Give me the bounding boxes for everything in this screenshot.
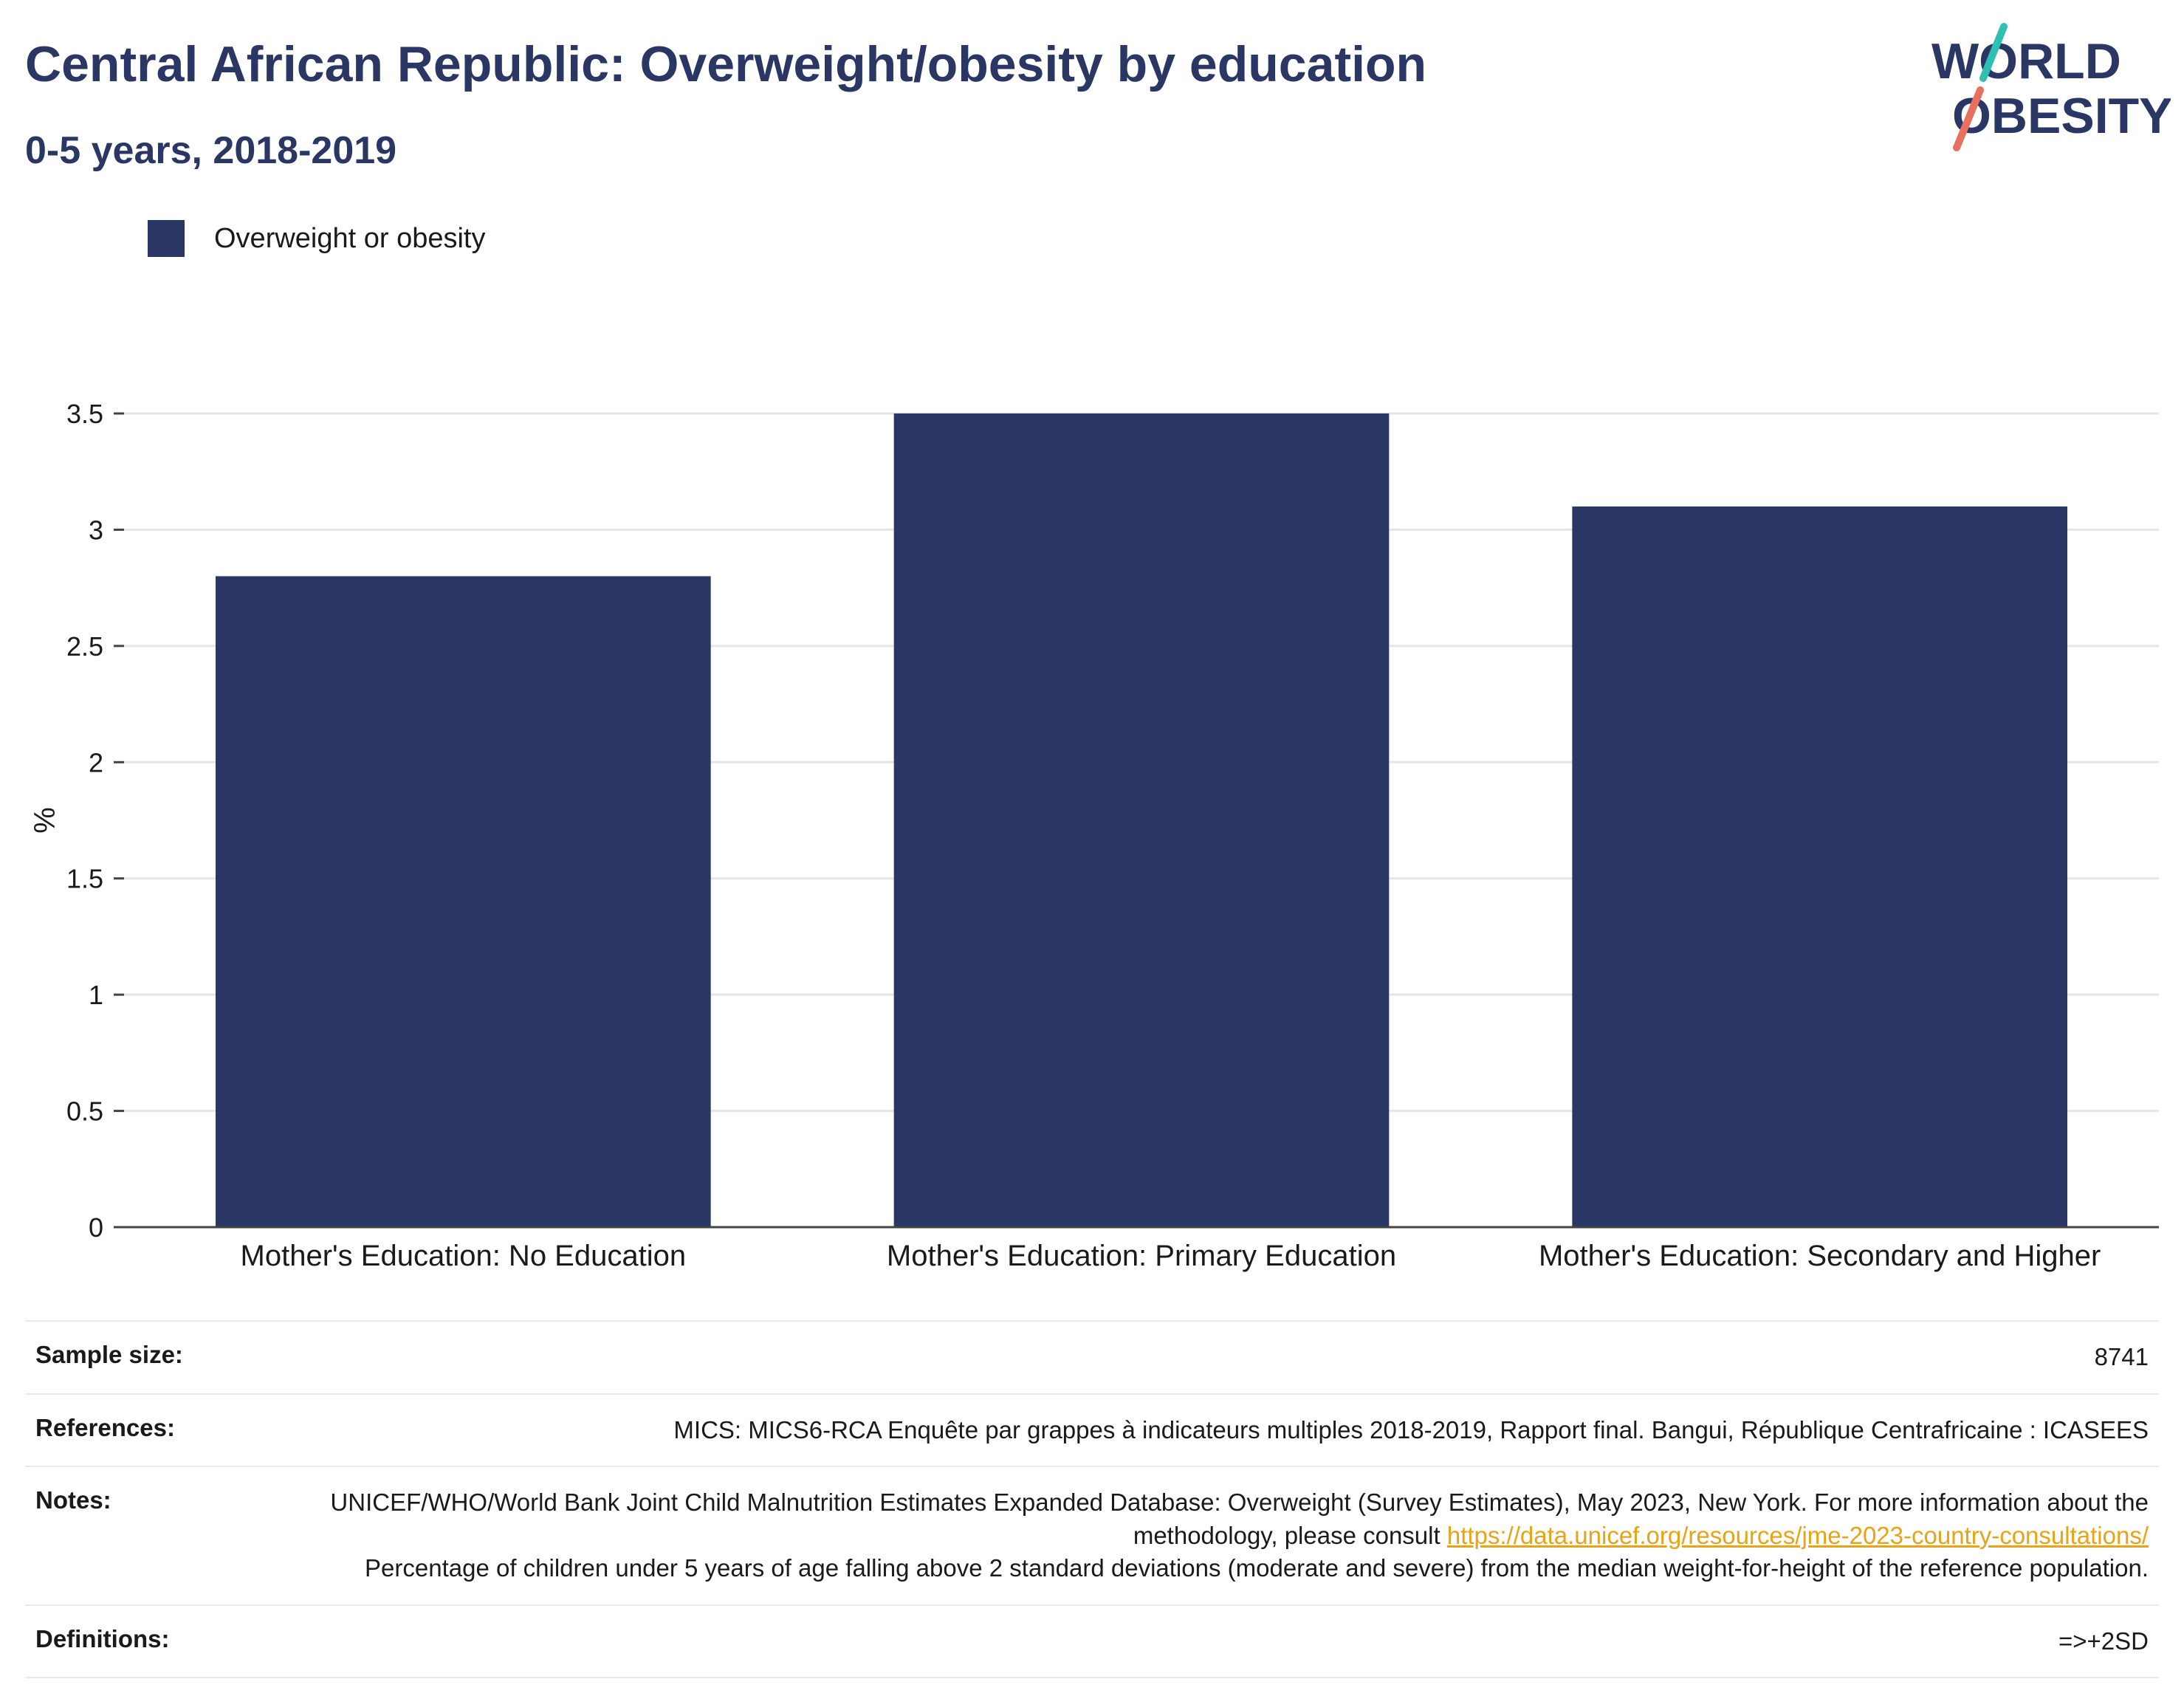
notes-link[interactable]: https://data.unicef.org/resources/jme-20… [1446,1521,2149,1549]
chart-title: Central African Republic: Overweight/obe… [25,36,1427,92]
sample-size-value: 8741 [2094,1343,2149,1370]
world-obesity-logo: WORLD OBESITY [1931,23,2171,151]
y-tick-label: 0.5 [66,1096,103,1127]
legend-swatch [148,220,185,257]
footer-row-sample-size: Sample size: 8741 [25,1320,2159,1393]
bar-chart: 0 0.5 1 1.5 2 2.5 3 3.5% Mother's Education: No … [29,399,2159,1272]
y-axis-title: % [29,807,61,834]
x-tick-label: Mother's Education: Secondary and Higher [1539,1240,2101,1272]
y-tick-label: 1.5 [66,864,103,894]
x-tick-label: Mother's Education: Primary Education [887,1240,1396,1272]
metadata-table: Sample size: 8741 References: MICS: MICS… [25,1320,2159,1679]
y-tick-label: 3.5 [66,399,103,429]
notes-text-2: Percentage of children under 5 years of … [365,1554,2149,1582]
footer-row-definitions: Definitions: =>+2SD [25,1604,2159,1679]
footer-row-notes: Notes: UNICEF/WHO/World Bank Joint Child… [25,1466,2159,1604]
definitions-value: =>+2SD [2058,1627,2149,1655]
legend-label: Overweight or obesity [214,222,486,254]
legend: Overweight or obesity [148,220,486,257]
y-tick-label: 2.5 [66,631,103,662]
references-label: References: [35,1413,175,1441]
y-tick-label: 0 [89,1212,103,1243]
notes-value: UNICEF/WHO/World Bank Joint Child Malnut… [303,1486,2149,1585]
logo-text-obesity: OBESITY [1952,88,2171,144]
y-tick-label: 2 [89,747,103,777]
definitions-label: Definitions: [35,1624,170,1652]
logo-text-world: WORLD [1931,33,2121,89]
y-tick-label: 1 [89,980,103,1010]
logo-slash-coral [1953,86,1984,151]
notes-text-1: UNICEF/WHO/World Bank Joint Child Malnut… [330,1489,2149,1549]
logo-slash-teal [1979,23,2008,82]
sample-size-label: Sample size: [35,1341,183,1368]
notes-label: Notes: [35,1486,111,1514]
bar [1572,506,2067,1227]
y-tick-label: 3 [89,515,103,545]
references-value: MICS: MICS6-RCA Enquête par grappes à in… [673,1415,2149,1443]
bar [216,576,711,1227]
chart-subtitle: 0-5 years, 2018-2019 [25,129,397,172]
bar [893,413,1390,1227]
footer-row-references: References: MICS: MICS6-RCA Enquête par … [25,1393,2159,1466]
x-tick-label: Mother's Education: No Education [241,1240,687,1272]
